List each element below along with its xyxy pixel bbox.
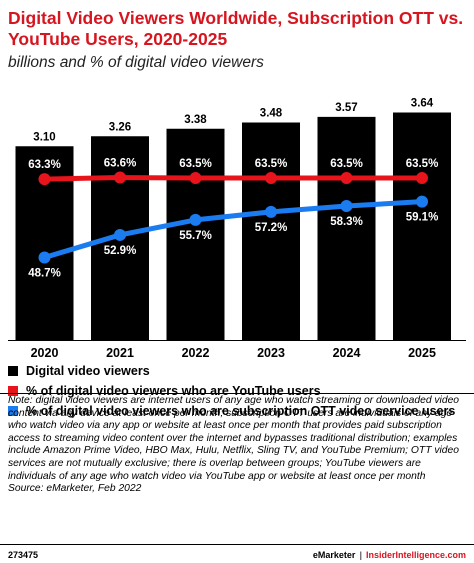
legend-swatch-bars [8, 366, 18, 376]
ott-line [42, 199, 425, 260]
youtube-point [416, 172, 428, 185]
brand-site: InsiderIntelligence.com [365, 550, 466, 560]
legend-swatch-youtube [8, 386, 18, 396]
youtube-point [265, 172, 277, 185]
chart-note: Note: digital video viewers are internet… [8, 395, 470, 496]
legend-swatch-ott [8, 406, 18, 416]
youtube-value-label: 63.5% [406, 158, 439, 170]
source-text: Source: eMarketer, Feb 2022 [8, 483, 142, 495]
ott-point [114, 228, 126, 241]
youtube-value-label: 63.5% [179, 158, 212, 170]
ott-value-label: 48.7% [28, 267, 61, 279]
youtube-point [189, 172, 202, 185]
youtube-value-label: 63.6% [104, 158, 137, 170]
ott-value-label: 57.2% [255, 222, 288, 234]
legend-item-ott: % of digital video viewers who are subsc… [8, 401, 455, 421]
chart-subtitle: billions and % of digital video viewers [8, 54, 264, 71]
bar-value-label: 3.64 [411, 98, 434, 110]
bar-value-label: 3.57 [335, 102, 357, 114]
brand: eMarketer | InsiderIntelligence.com [313, 550, 466, 560]
ott-point [38, 251, 51, 264]
chart-title: Digital Video Viewers Worldwide, Subscri… [8, 8, 464, 49]
footer-divider [0, 544, 474, 545]
legend-item-bars: Digital video viewers [8, 361, 150, 381]
ott-value-label: 52.9% [104, 245, 137, 257]
bar-2023 [242, 122, 300, 340]
note-text: Note: digital video viewers are internet… [8, 395, 460, 482]
x-tick-label: 2024 [333, 346, 361, 360]
legend-label: Digital video viewers [26, 364, 150, 378]
footer: 273475 eMarketer | InsiderIntelligence.com [0, 545, 474, 563]
x-tick-label: 2020 [31, 346, 59, 360]
bar-value-label: 3.38 [184, 114, 207, 126]
ott-point [416, 195, 428, 208]
ott-point [340, 199, 353, 212]
youtube-value-label: 63.3% [28, 159, 61, 171]
ott-value-label: 58.3% [330, 216, 363, 228]
youtube-value-label: 63.5% [255, 158, 288, 170]
youtube-value-label: 63.5% [330, 158, 363, 170]
x-tick-label: 2025 [408, 346, 436, 360]
youtube-line [42, 175, 425, 182]
legend-label: % of digital video viewers who are YouTu… [26, 384, 321, 398]
bar-2025 [393, 112, 451, 340]
bar-value-label: 3.26 [109, 121, 131, 133]
brand-name: eMarketer [312, 550, 356, 560]
bar-2022 [166, 128, 225, 340]
legend-label: % of digital video viewers who are subsc… [26, 404, 456, 418]
divider [0, 393, 474, 394]
ott-value-label: 55.7% [179, 230, 212, 242]
chart-id: 273475 [8, 550, 39, 560]
ott-point [189, 213, 202, 226]
legend-item-youtube: % of digital video viewers who are YouTu… [8, 381, 321, 401]
x-tick-label: 2023 [257, 346, 285, 360]
youtube-point [38, 173, 51, 186]
ott-point [265, 205, 277, 218]
bar-value-label: 3.10 [33, 131, 55, 143]
brand-separator: | [359, 550, 362, 560]
bar-2024 [317, 116, 376, 340]
x-tick-label: 2022 [182, 346, 210, 360]
bar-value-label: 3.48 [260, 108, 283, 120]
youtube-point [114, 171, 126, 184]
x-tick-label: 2021 [106, 346, 134, 360]
ott-value-label: 59.1% [406, 212, 439, 224]
youtube-point [340, 172, 353, 185]
chart: 3.10 2020 3.26 2021 3.38 2022 3.48 2023 3.57 2024… [8, 98, 466, 360]
